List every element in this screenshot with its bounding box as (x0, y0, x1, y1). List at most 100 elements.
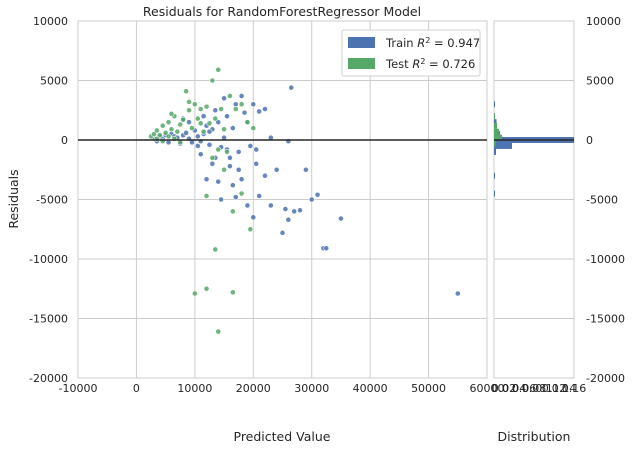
distribution-y-tick-label: 0 (586, 134, 593, 147)
train-point (186, 119, 192, 126)
test-point (232, 106, 239, 112)
test-point (191, 290, 198, 297)
train-point (215, 178, 222, 185)
legend-label-train: Train R2 = 0.947 (385, 36, 480, 51)
train-point (224, 113, 230, 120)
distribution-x-tick-label: 0.14 (552, 382, 577, 395)
test-point (186, 107, 192, 114)
chart-title: Residuals for RandomForestRegressor Mode… (143, 4, 421, 19)
distribution-y-tick-label: -15000 (586, 313, 625, 326)
y-tick-label: 0 (61, 134, 68, 147)
test-point (180, 116, 187, 123)
test-point (250, 125, 257, 132)
train-distribution-bar (494, 148, 496, 155)
distribution-y-tick-label: -5000 (586, 194, 618, 207)
train-point (338, 215, 344, 222)
train-point (229, 125, 236, 132)
test-point (221, 166, 227, 173)
test-point (189, 125, 195, 132)
train-point (262, 172, 268, 179)
test-point (168, 110, 175, 117)
test-point (221, 126, 227, 133)
x-tick-label: 60000 (470, 382, 505, 395)
distribution-y-tick-label: 10000 (586, 15, 621, 28)
train-point (206, 128, 213, 135)
y-axis-label: Residuals (6, 169, 21, 228)
distribution-x-tick-label: 0.1 (535, 382, 553, 395)
distribution-x-tick-label: 0.12 (542, 382, 567, 395)
test-point (218, 106, 225, 112)
test-point (238, 101, 245, 108)
train-point (200, 113, 207, 120)
train-point (314, 191, 321, 198)
train-distribution-bar (494, 190, 495, 197)
test-point (224, 148, 230, 155)
test-point (215, 328, 222, 335)
test-point (203, 285, 210, 292)
y-tick-label: 5000 (40, 75, 68, 88)
test-point (203, 103, 210, 110)
distribution-y-tick-label: 5000 (586, 75, 614, 88)
distribution-x-tick-label: 0.04 (502, 382, 527, 395)
train-point (203, 176, 210, 183)
test-point (244, 119, 251, 126)
test-point (215, 66, 222, 73)
train-point (273, 166, 280, 173)
train-point (267, 202, 274, 209)
test-point (165, 119, 172, 126)
y-tick-label: -10000 (29, 253, 68, 266)
train-point (232, 194, 239, 201)
y-tick-label: 10000 (33, 15, 68, 28)
train-point (218, 196, 225, 203)
x-tick-label: 10000 (177, 382, 212, 395)
train-point (288, 84, 295, 91)
train-point (232, 101, 239, 108)
distribution-x-tick-label: 0.08 (522, 382, 547, 395)
x-tick-label: 50000 (411, 382, 446, 395)
test-point (238, 190, 245, 197)
test-point (209, 77, 216, 84)
y-tick-label: -20000 (29, 372, 68, 385)
train-point (227, 154, 233, 161)
test-point (165, 133, 172, 140)
train-distribution-bar (494, 119, 497, 126)
distribution-x-tick-label: 0.06 (512, 382, 537, 395)
train-point (238, 93, 245, 99)
train-point (235, 148, 242, 155)
test-distribution-bar (494, 140, 496, 147)
test-point (229, 289, 236, 296)
test-distribution-bar (494, 128, 499, 135)
test-point (191, 101, 198, 108)
test-point (197, 106, 204, 112)
test-point (153, 127, 160, 134)
train-point (256, 108, 263, 115)
x-tick-label: 20000 (236, 382, 271, 395)
train-point (454, 290, 461, 297)
train-distribution-bar (494, 172, 495, 179)
train-point (279, 229, 286, 236)
train-point (244, 202, 251, 209)
legend-swatch-train (348, 37, 375, 48)
train-point (212, 107, 219, 114)
train-point (250, 214, 257, 221)
train-point (297, 207, 303, 214)
y-tick-label: -15000 (29, 313, 68, 326)
train-point (253, 146, 260, 153)
test-point (247, 226, 254, 233)
train-point (323, 245, 330, 252)
train-point (194, 133, 201, 140)
test-point (159, 122, 166, 129)
train-point (229, 182, 236, 189)
scatter-points (148, 66, 461, 335)
train-point (247, 143, 254, 149)
train-point (308, 196, 315, 203)
distribution-y-tick-label: -10000 (586, 253, 625, 266)
x-axis-label: Predicted Value (234, 429, 331, 444)
train-point (197, 151, 204, 158)
legend-box (341, 29, 481, 77)
y-tick-label: -5000 (36, 194, 68, 207)
distribution-x-tick-label: 0 (491, 382, 498, 395)
test-point (168, 126, 175, 133)
train-point (285, 216, 292, 223)
